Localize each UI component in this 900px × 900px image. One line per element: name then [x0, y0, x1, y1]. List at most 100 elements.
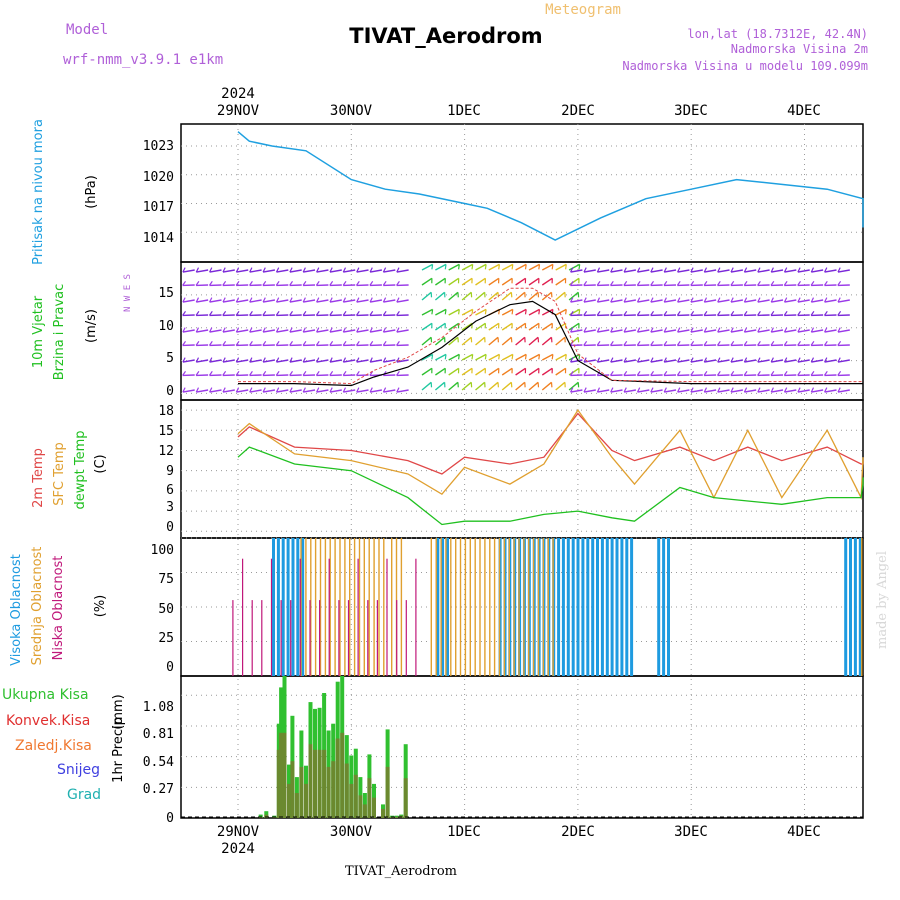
temp-tick-label: 15 — [158, 424, 174, 439]
wind-barb — [262, 329, 276, 333]
wind-barb — [515, 277, 526, 286]
temp-ylabel-dewpt: dewpt Temp — [73, 430, 88, 509]
wind-barb-flag — [623, 387, 627, 393]
precip-convective-bar — [276, 749, 281, 818]
cloud-bar-high — [600, 538, 604, 676]
wind-barb-flag — [743, 387, 748, 393]
wind-barb-flag — [636, 327, 641, 333]
wind-barb — [369, 389, 383, 393]
wind-barb-flag — [636, 280, 641, 286]
cloud-bar-high — [576, 538, 580, 676]
wind-tick-label: 15 — [158, 286, 174, 301]
wind-barb-flag — [342, 357, 347, 363]
wind-barb — [664, 329, 677, 333]
wind-barb-flag — [610, 267, 614, 273]
wind-barb-flag — [382, 297, 387, 303]
wind-barb — [717, 359, 730, 363]
wind-barb — [797, 269, 810, 273]
cloud-bar-mid — [450, 538, 452, 676]
top-day-label: 2DEC — [561, 103, 595, 119]
wind-barb — [797, 299, 810, 303]
cloud-bar-mid — [518, 538, 520, 676]
wind-barb-flag — [610, 357, 614, 363]
wind-barb-flag — [262, 370, 267, 376]
wind-barb — [568, 381, 579, 391]
wind-barb — [249, 299, 262, 303]
wind-barb — [501, 308, 514, 316]
wind-barb-flag — [329, 370, 334, 376]
cloud-bar-mid — [430, 538, 432, 676]
wind-barb — [541, 322, 553, 331]
wind-barb-flag — [717, 370, 721, 376]
wind-barb-flag — [676, 310, 681, 316]
cloud-bar-mid — [329, 538, 331, 676]
wind-barb-flag — [484, 354, 487, 360]
precip-convective-bar — [264, 814, 269, 818]
wind-barb — [597, 329, 610, 333]
wind-barb-flag — [837, 327, 841, 333]
cloud-bar-high — [561, 538, 565, 676]
wind-barb-flag — [676, 340, 681, 346]
wind-barb — [757, 329, 770, 333]
wind-barb-flag — [623, 357, 627, 363]
wind-barb — [528, 277, 540, 286]
wind-barb — [528, 367, 540, 376]
wind-barb — [824, 359, 837, 363]
wind-barb-flag — [837, 387, 841, 393]
wind-barb — [421, 308, 433, 316]
wind-barb-flag — [770, 357, 774, 363]
wind-barb-flag — [209, 387, 213, 393]
wind-barb-flag — [342, 280, 347, 286]
cloud-bar-mid — [474, 538, 476, 676]
wind-barb-flag — [677, 327, 681, 333]
wind-barb-flag — [182, 357, 186, 363]
wind-barb — [610, 269, 623, 273]
wind-barb — [501, 336, 512, 346]
precip-convective-bar — [353, 774, 358, 818]
wind-barb-flag — [302, 297, 306, 303]
wind-barb-flag — [302, 387, 306, 393]
wind-barb-flag — [783, 310, 788, 316]
wind-barb-flag — [565, 354, 567, 360]
wind-barb-flag — [570, 297, 574, 303]
cloud-unit: (%) — [93, 595, 108, 618]
wind-barb-flag — [275, 387, 280, 393]
wind-barb — [435, 277, 446, 286]
wind-barb-flag — [583, 387, 587, 393]
wind-barb-flag — [369, 267, 373, 273]
cloud-bar-high — [853, 538, 857, 676]
wind-barb — [209, 329, 222, 333]
wind-barb-flag — [511, 354, 514, 360]
wind-barb-flag — [677, 297, 681, 303]
wind-barb-flag — [623, 370, 628, 376]
wind-barb — [757, 269, 770, 273]
wind-barb — [650, 359, 663, 363]
wind-barb — [568, 336, 579, 346]
wind-barb-flag — [222, 357, 226, 363]
wind-barb — [421, 381, 432, 391]
wind-barb — [396, 389, 409, 393]
wind-barb-flag — [824, 387, 828, 393]
cloud-bar-high — [286, 538, 290, 676]
wind-barb-flag — [249, 267, 253, 273]
wind-barb-flag — [663, 370, 668, 376]
temp-unit: (C) — [93, 454, 108, 473]
wind-barb-flag — [610, 297, 614, 303]
precip-convective-bar — [282, 732, 287, 818]
wind-barb-flag — [663, 310, 668, 316]
wind-barb-flag — [538, 264, 541, 270]
cloud-bar-low — [338, 600, 340, 676]
wind-barb — [771, 329, 784, 333]
cloud-bar-mid — [324, 538, 327, 676]
wind-barb — [677, 299, 690, 303]
wind-barb-flag — [262, 387, 266, 393]
precip-convective-bar — [362, 804, 367, 818]
wind-barb — [421, 277, 433, 286]
elevation: Nadmorska Visina 2m — [731, 42, 868, 56]
cloud-bar-mid — [493, 538, 496, 676]
cloud-bar-high — [605, 538, 609, 676]
wind-barb-flag — [316, 297, 320, 303]
wind-barb-flag — [471, 354, 474, 360]
cloud-tick-label: 50 — [158, 602, 174, 617]
wind-barb-flag — [315, 340, 320, 346]
